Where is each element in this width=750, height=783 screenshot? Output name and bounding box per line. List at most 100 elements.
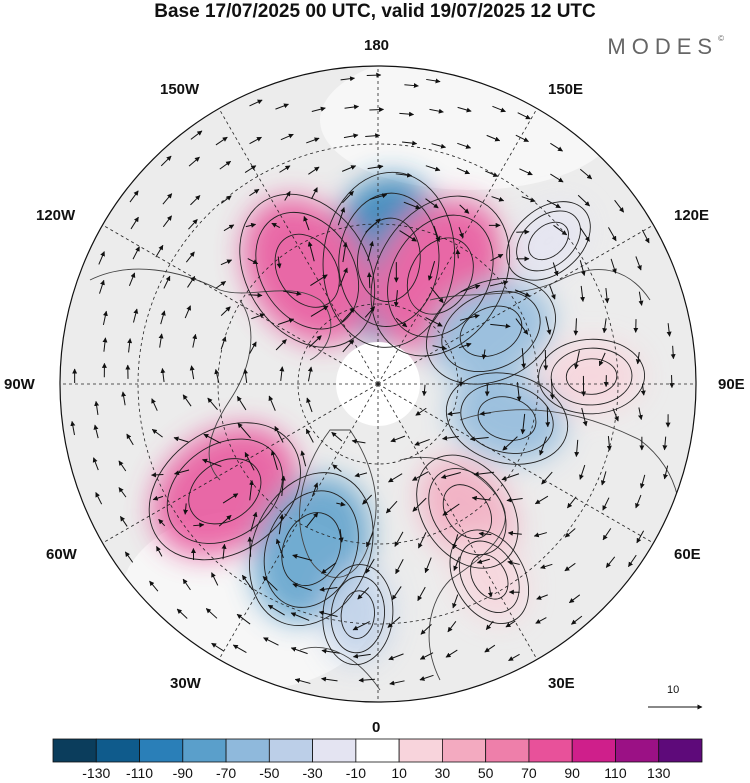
anomaly-core: [192, 461, 258, 521]
wind-vector: [342, 241, 348, 263]
wind-vector: [310, 305, 329, 317]
wind-vector: [305, 428, 314, 443]
wind-vector: [514, 289, 531, 297]
wind-vector: [232, 644, 247, 653]
wind-vector: [158, 518, 166, 527]
wind-vector: [163, 275, 171, 289]
wind-vector: [425, 317, 443, 327]
contour-line: [459, 305, 523, 357]
wind-vector: [471, 495, 491, 501]
wind-vector: [505, 620, 516, 628]
coastline-siberia: [429, 269, 651, 301]
wind-vector: [536, 594, 548, 600]
anomaly-core: [278, 237, 337, 304]
anomaly-core: [284, 516, 338, 582]
map-border: [59, 65, 697, 703]
wind-vector: [306, 512, 319, 528]
wind-vector: [176, 608, 188, 619]
colorbar-tick-label: -90: [172, 765, 193, 781]
colorbar-box: [355, 738, 400, 763]
contour-line: [338, 192, 440, 327]
contour-line: [516, 210, 581, 272]
wind-vector: [121, 391, 127, 406]
wind-vector: [516, 382, 522, 402]
wind-vector: [247, 536, 253, 557]
meridian-line: [377, 108, 538, 385]
wind-vector: [515, 318, 529, 335]
wind-vector: [600, 471, 607, 486]
wind-vector: [280, 133, 294, 141]
brand-mark: ©: [718, 34, 724, 43]
wind-vector: [552, 262, 559, 277]
meridian-line: [377, 224, 654, 385]
wind-vector: [318, 610, 338, 617]
wind-vector: [182, 394, 192, 407]
wind-vector: [567, 496, 577, 509]
wind-vector: [127, 338, 133, 353]
wind-vector: [579, 464, 586, 480]
wind-vector: [457, 142, 472, 149]
wind-vector: [485, 170, 499, 177]
contour-line: [528, 221, 569, 261]
wind-vector: [458, 227, 464, 239]
colorbar-tick-label: -110: [126, 765, 154, 781]
wind-vector: [223, 224, 235, 232]
wind-vector: [279, 165, 291, 173]
coastline-europe: [399, 456, 506, 681]
meridian-line: [218, 383, 379, 660]
graticule: [60, 66, 696, 702]
wind-vector: [502, 436, 518, 451]
wind-vector: [249, 341, 257, 354]
wind-vector: [598, 352, 606, 367]
wind-vector: [126, 433, 134, 446]
wind-vector: [95, 492, 103, 505]
wind-vector: [188, 156, 200, 167]
wind-vector: [404, 83, 419, 89]
wind-vector: [292, 583, 312, 591]
wind-vector: [484, 644, 496, 653]
wind-vector: [307, 241, 315, 262]
wind-vector: [577, 194, 590, 207]
colorbar-box: [95, 738, 140, 763]
wind-vector: [432, 345, 448, 351]
wind-vector: [403, 201, 421, 210]
wind-vector: [569, 594, 581, 604]
wind-vector: [395, 317, 408, 328]
wind-vector: [533, 532, 547, 538]
wind-vector: [152, 495, 164, 501]
colorbar-tick-label: 70: [521, 765, 537, 781]
wind-vector: [203, 433, 221, 444]
wind-vector: [311, 106, 326, 112]
colorbar-box: [528, 738, 573, 763]
wind-vector: [388, 653, 404, 661]
wind-vector: [431, 143, 447, 149]
wind-vector: [501, 473, 520, 481]
wind-vector: [604, 288, 610, 304]
wind-vector: [187, 276, 196, 288]
wind-vector: [218, 514, 232, 527]
wind-vector: [487, 586, 493, 598]
wind-vector: [245, 222, 257, 228]
colorbar-box: [571, 738, 616, 763]
wind-vector: [162, 193, 173, 205]
wind-vector: [414, 438, 430, 446]
lon-label-120w: 120W: [36, 207, 76, 224]
wind-vector: [275, 103, 289, 110]
wind-vector: [219, 160, 232, 170]
wind-vector: [521, 348, 527, 369]
anomaly-contours: [148, 171, 646, 666]
lon-label-30e: 30E: [548, 675, 575, 692]
lon-label-150e: 150E: [548, 81, 584, 98]
wind-vector: [119, 516, 128, 527]
wind-vector: [308, 166, 320, 175]
wind-vector: [267, 604, 285, 616]
wind-vector: [425, 198, 439, 209]
meridians: [60, 66, 696, 702]
wind-vector: [341, 307, 355, 323]
wind-vector: [549, 378, 555, 400]
wind-vector: [564, 528, 576, 538]
wind-vector: [456, 167, 471, 175]
wind-vector: [506, 497, 523, 503]
wind-vector: [128, 272, 136, 287]
wind-vector: [300, 450, 307, 467]
